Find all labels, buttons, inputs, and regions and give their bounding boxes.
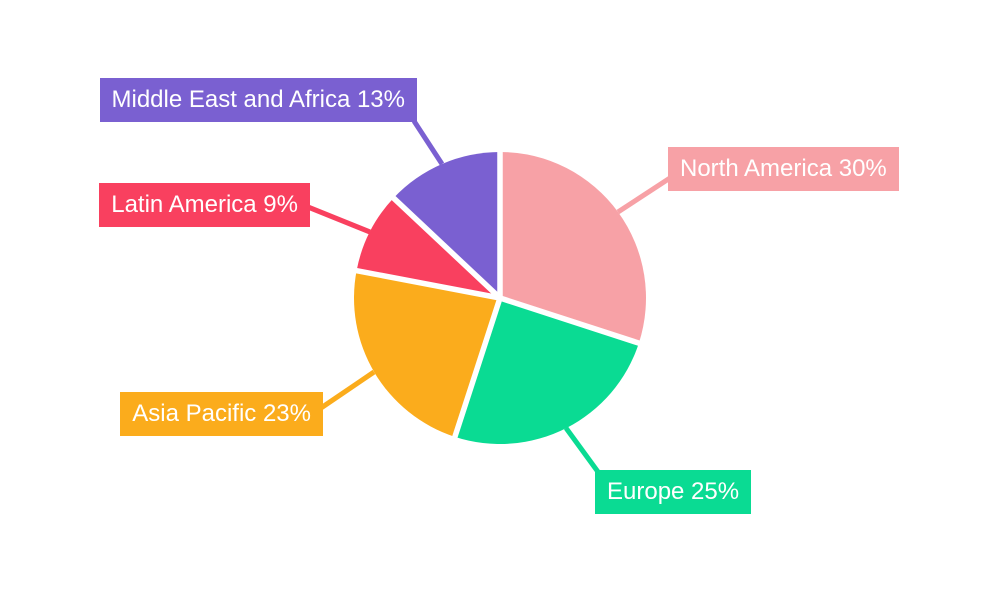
- label-middle-east-and-africa: Middle East and Africa 13%: [99, 78, 417, 122]
- pie-slice-europe: [454, 298, 639, 444]
- label-europe: Europe 25%: [595, 470, 752, 514]
- pie-slice-middle-east-and-africa: [393, 152, 500, 298]
- leader-line-north-america: [616, 175, 672, 215]
- pie-slice-asia-pacific: [354, 270, 500, 437]
- slice-separator: [354, 267, 501, 301]
- label-asia-pacific: Asia Pacific 23%: [120, 392, 323, 436]
- pie-slice-latin-america: [356, 198, 500, 298]
- slice-separator: [390, 194, 502, 301]
- leader-line-asia-pacific: [319, 369, 376, 411]
- leader-line-latin-america: [307, 204, 371, 235]
- label-latin-america: Latin America 9%: [99, 183, 310, 227]
- leader-line-middle-east-and-africa: [411, 119, 445, 166]
- pie-slice-north-america: [500, 152, 646, 344]
- leader-line-europe: [563, 426, 604, 478]
- label-north-america: North America 30%: [668, 147, 899, 191]
- slice-separator: [499, 295, 642, 347]
- slice-separator: [451, 297, 503, 440]
